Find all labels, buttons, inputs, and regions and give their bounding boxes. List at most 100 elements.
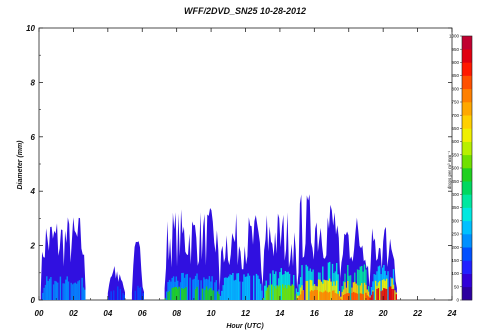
colorbar-tick-label: 700 xyxy=(451,113,459,118)
concentration-cell xyxy=(81,277,83,300)
concentration-cell xyxy=(306,280,309,300)
concentration-cell xyxy=(178,286,180,300)
concentration-cell xyxy=(107,297,110,300)
concentration-cell xyxy=(215,280,217,300)
concentration-cell xyxy=(358,270,360,300)
concentration-cell xyxy=(211,290,213,300)
y-tick-label: 4 xyxy=(30,187,36,196)
concentration-cell xyxy=(174,287,176,300)
concentration-band xyxy=(134,285,144,300)
concentration-cell xyxy=(338,296,341,300)
concentration-cell xyxy=(355,283,357,300)
concentration-cell xyxy=(63,283,66,300)
colorbar-tick-label: 50 xyxy=(454,284,460,289)
concentration-cell xyxy=(352,282,355,300)
concentration-cell xyxy=(177,288,179,300)
concentration-cell xyxy=(140,286,142,300)
concentration-cell xyxy=(331,290,334,300)
concentration-cell xyxy=(376,289,378,300)
concentration-cell xyxy=(326,291,328,300)
concentration-cell xyxy=(222,285,224,300)
concentration-cell xyxy=(340,298,342,300)
rain-period-8 xyxy=(340,217,370,300)
concentration-cell xyxy=(286,272,288,300)
concentration-cell xyxy=(113,290,115,300)
concentration-cell xyxy=(78,280,81,300)
concentration-cell xyxy=(340,296,342,300)
concentration-cell xyxy=(166,291,168,300)
x-tick-label: 22 xyxy=(412,309,422,318)
concentration-cell xyxy=(331,263,334,300)
concentration-cell xyxy=(301,290,303,300)
concentration-cell xyxy=(324,290,327,300)
concentration-cell xyxy=(279,285,281,300)
concentration-cell xyxy=(194,275,197,300)
concentration-cell xyxy=(268,285,270,300)
colorbar-swatch xyxy=(462,154,472,169)
concentration-cell xyxy=(248,275,251,300)
concentration-cell xyxy=(319,279,321,300)
concentration-cell xyxy=(384,288,386,300)
concentration-cell xyxy=(54,280,56,300)
concentration-cell xyxy=(390,286,392,300)
concentration-cell xyxy=(246,276,248,300)
concentration-cell xyxy=(261,290,263,300)
concentration-cell xyxy=(313,289,316,300)
concentration-cell xyxy=(374,280,377,300)
concentration-cell xyxy=(247,273,249,300)
colorbar-tick-label: 0 xyxy=(456,298,459,303)
concentration-cell xyxy=(370,287,373,300)
colorbar-title: drops per m³ mm⁻¹ xyxy=(447,150,452,189)
concentration-band xyxy=(369,286,397,300)
concentration-cell xyxy=(298,284,300,300)
colorbar-tick-label: 650 xyxy=(451,126,459,131)
concentration-cell xyxy=(255,273,258,300)
concentration-cell xyxy=(55,281,57,300)
concentration-cell xyxy=(272,270,274,300)
concentration-cell xyxy=(183,288,186,300)
concentration-cell xyxy=(74,282,76,300)
concentration-cell xyxy=(381,290,384,300)
concentration-cell xyxy=(330,281,332,300)
concentration-cell xyxy=(212,290,215,300)
x-axis-title: Hour (UTC) xyxy=(226,323,264,330)
concentration-cell xyxy=(363,282,366,300)
colorbar-tick-label: 100 xyxy=(451,271,459,276)
concentration-cell xyxy=(117,286,119,300)
colorbar-swatch xyxy=(462,102,472,116)
x-tick-label: 08 xyxy=(172,309,181,318)
colorbar-tick-label: 1000 xyxy=(449,34,460,39)
rain-period-9 xyxy=(369,226,397,300)
concentration-cell xyxy=(223,277,226,300)
concentration-cell xyxy=(348,275,350,300)
concentration-cell xyxy=(266,287,269,300)
colorbar-tick-label: 300 xyxy=(451,218,459,223)
concentration-cell xyxy=(361,283,363,300)
concentration-cell xyxy=(316,290,318,300)
concentration-cell xyxy=(258,278,260,300)
concentration-cell xyxy=(334,285,336,300)
concentration-cell xyxy=(229,274,231,300)
concentration-band xyxy=(219,273,263,300)
concentration-band xyxy=(42,276,86,300)
colorbar-swatch xyxy=(462,234,472,248)
concentration-cell xyxy=(322,292,324,300)
concentration-cell xyxy=(76,283,78,300)
x-tick-label: 02 xyxy=(69,309,78,318)
concentration-cell xyxy=(210,287,212,300)
concentration-cell xyxy=(175,287,177,300)
concentration-cell xyxy=(275,288,277,300)
concentration-cell xyxy=(48,278,51,300)
concentration-cell xyxy=(70,282,72,300)
concentration-cell xyxy=(320,281,323,300)
concentration-cell xyxy=(82,287,85,300)
colorbar-swatch xyxy=(462,260,472,274)
concentration-cell xyxy=(164,298,166,300)
concentration-cell xyxy=(181,273,183,300)
x-tick-label: 14 xyxy=(275,309,284,318)
rain-period-2 xyxy=(107,266,125,300)
concentration-band xyxy=(262,284,298,300)
concentration-cell xyxy=(299,294,302,300)
colorbar-tick-label: 250 xyxy=(451,232,459,237)
colorbar-swatch xyxy=(462,75,472,90)
